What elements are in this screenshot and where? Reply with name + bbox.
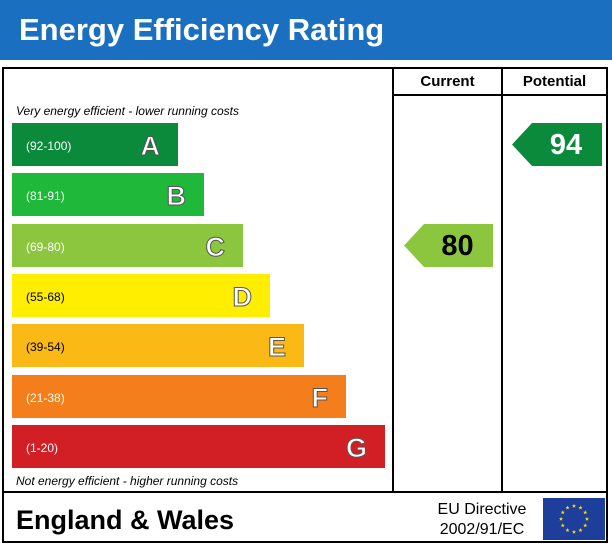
- eu-star-icon: [571, 503, 577, 508]
- eu-star-icon: [560, 523, 565, 528]
- rating-table-frame: [2, 67, 608, 543]
- potential-rating-value: 94: [549, 129, 583, 161]
- band-range-label: (69-80): [26, 239, 65, 254]
- eu-flag-icon: [543, 498, 605, 540]
- eu-star-icon: [578, 528, 583, 533]
- current-arrow-shape: [404, 223, 493, 267]
- current-arrow-polygon: [404, 223, 493, 267]
- rating-band-f: (21-38) F: [12, 374, 346, 418]
- header-divider: [392, 94, 608, 96]
- potential-rating-arrow: 94: [512, 123, 602, 166]
- rating-band-a: (92-100) A: [12, 123, 178, 166]
- band-letter: G: [345, 432, 367, 463]
- current-column-header: Current: [420, 73, 475, 90]
- rating-band-c: (69-80) C: [12, 223, 243, 267]
- current-rating-value: 80: [441, 229, 474, 262]
- band-range-label: (1-20): [26, 440, 59, 455]
- eu-star-icon: [583, 510, 588, 515]
- band-letter: D: [232, 281, 252, 312]
- eu-star-icon: [560, 510, 565, 515]
- potential-arrow-polygon: [512, 123, 602, 166]
- potential-arrow-shape: [512, 123, 602, 166]
- eu-star-icon: [578, 505, 583, 510]
- eu-star-icon: [571, 529, 577, 534]
- eu-directive-line2: 2002/91/EC: [439, 521, 525, 538]
- band-range-label: (92-100): [26, 139, 72, 153]
- eu-star-icon: [558, 516, 564, 521]
- band-range-label: (81-91): [26, 189, 65, 204]
- rating-band-e: (39-54) E: [12, 324, 304, 368]
- eu-star-icon: [584, 516, 590, 521]
- region-label: England & Wales: [16, 505, 235, 535]
- top-note: Very energy efficient - lower running co…: [16, 104, 239, 118]
- eu-star-icon: [583, 523, 588, 528]
- band-letter: C: [205, 231, 225, 262]
- rating-band-g: (1-20) G: [12, 424, 385, 468]
- eu-star-icon: [565, 528, 570, 533]
- page-title: Energy Efficiency Rating: [0, 0, 612, 60]
- band-letter: B: [166, 181, 186, 212]
- band-letter: E: [267, 332, 286, 363]
- potential-column-divider: [501, 67, 503, 492]
- rating-band-b: (81-91) B: [12, 173, 204, 217]
- footer-divider: [2, 491, 608, 493]
- current-rating-arrow: 80: [404, 223, 493, 267]
- band-range-label: (39-54): [26, 340, 65, 355]
- eu-directive: EU Directive 2002/91/EC: [420, 500, 544, 540]
- bottom-note: Not energy efficient - higher running co…: [16, 474, 239, 488]
- rating-band-d: (55-68) D: [12, 273, 270, 317]
- band-letter: A: [140, 131, 160, 162]
- current-column-divider: [392, 67, 394, 492]
- band-range-label: (21-38): [26, 390, 65, 405]
- eu-directive-line1: EU Directive: [437, 501, 527, 518]
- eu-star-icon: [565, 505, 570, 510]
- band-letter: F: [311, 382, 328, 413]
- potential-column-header: Potential: [522, 73, 587, 90]
- band-range-label: (55-68): [26, 289, 65, 304]
